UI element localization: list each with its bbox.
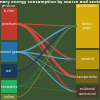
Text: nuclear: nuclear [3, 95, 15, 99]
Text: industrial: industrial [80, 57, 95, 62]
Bar [1, 64, 17, 78]
Text: residential
commercial: residential commercial [79, 87, 96, 96]
Text: renewables: renewables [0, 84, 18, 88]
Bar [76, 50, 99, 69]
Bar [76, 71, 99, 83]
Text: electric
power: electric power [82, 22, 93, 30]
Text: coal: coal [6, 69, 12, 73]
Text: petroleum: petroleum [1, 22, 17, 26]
Text: US Primary energy consumption by source and sector 2017: US Primary energy consumption by source … [0, 0, 100, 4]
Bar [76, 4, 99, 48]
Text: petroleum
& other: petroleum & other [2, 4, 16, 13]
Bar [1, 8, 17, 40]
Text: percent/shares: percent/shares [77, 4, 97, 8]
Bar [1, 94, 17, 100]
Text: transportation: transportation [77, 75, 98, 79]
Bar [1, 42, 17, 62]
Bar [1, 80, 17, 93]
Bar [76, 85, 99, 98]
Text: natural gas: natural gas [0, 50, 18, 54]
